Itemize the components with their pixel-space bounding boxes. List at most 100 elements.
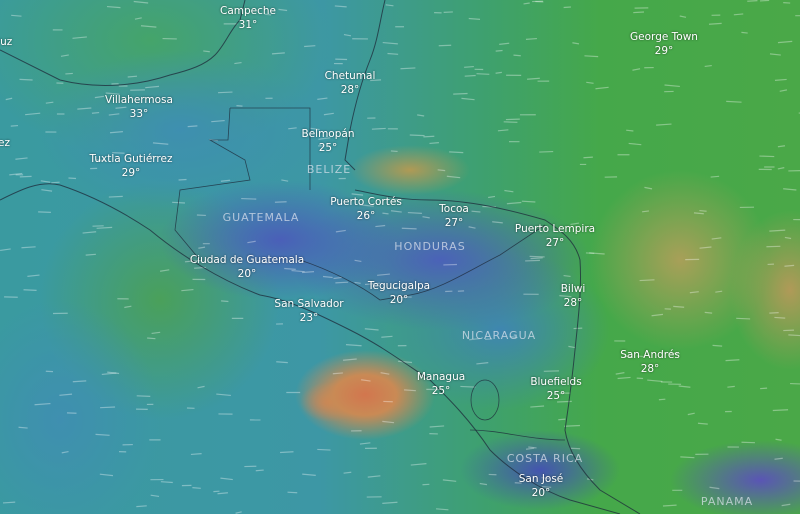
wind-particle [108,113,120,116]
wind-particle [680,456,695,459]
wind-particle [464,74,476,77]
wind-particle [91,111,100,114]
wind-particle [784,264,795,267]
wind-particle [584,55,599,58]
wind-particle [21,246,36,249]
wind-particle [715,290,723,293]
wind-particle [509,336,518,339]
city-label[interactable]: George Town 29° [630,30,698,58]
city-name: Bilwi [560,283,586,295]
wind-particle [160,481,173,484]
wind-particle [236,104,243,107]
wind-particle [495,49,503,52]
city-label[interactable]: Belmopán 25° [302,127,355,155]
city-temperature: 27° [444,217,464,229]
wind-particle [693,212,704,215]
wind-particle [525,259,540,262]
city-name: Belmopán [301,128,355,140]
wind-particle [586,81,594,84]
city-temperature: 26° [356,210,376,222]
wind-particle [564,424,581,427]
wind-particle [647,379,663,383]
wind-particle [709,486,720,490]
city-label[interactable]: San José 20° [519,472,564,500]
wind-particle [380,372,390,375]
city-temperature: 25° [546,390,566,402]
city-temperature: 29° [654,45,674,57]
wind-particle [381,335,393,338]
city-label[interactable]: Tegucigalpa 20° [368,279,430,307]
mexico-gulf-coast [0,0,246,86]
city-label[interactable]: Campeche 31° [220,4,276,32]
city-label[interactable]: San Andrés 28° [620,348,680,376]
wind-particle [274,201,287,203]
wind-particle [385,4,394,7]
wind-particle [59,393,73,396]
wind-particle [5,97,13,101]
wind-particle [759,0,770,2]
city-label[interactable]: Ciudad de Guatemala 20° [190,253,304,281]
wind-particle [626,129,634,132]
wind-particle [234,61,242,65]
wind-particle [203,50,210,53]
wind-particle [568,345,576,349]
city-label[interactable]: Puerto Cortés 26° [330,195,402,223]
wind-particle [570,222,580,226]
city-label[interactable]: Tocoa 27° [439,202,469,230]
wind-particle [471,210,481,213]
wind-particle [197,385,205,389]
wind-particle [390,150,398,153]
city-name: Puerto Lempira [514,223,596,235]
wind-particle [499,42,510,45]
city-label[interactable]: Puerto Lempira 27° [515,222,595,250]
wind-particle [343,471,352,474]
wind-particle [760,387,768,390]
wind-particle [65,72,73,75]
city-label[interactable]: San Salvador 23° [274,297,343,325]
wind-particle [10,124,19,127]
city-name: Managua [416,371,466,383]
city-name: George Town [630,31,698,43]
city-label[interactable]: Bilwi 28° [561,282,586,310]
wind-particle [108,195,123,198]
city-temperature: 28° [640,363,660,375]
wind-particle [783,188,797,191]
city-label[interactable]: Villahermosa 33° [105,93,173,121]
wind-particle [72,380,87,383]
city-label[interactable]: Tuxtla Gutiérrez 29° [90,152,173,180]
wind-particle [781,503,791,507]
city-temperature: 28° [340,84,360,96]
city-label[interactable]: Bluefields 25° [530,375,581,403]
wind-particle [150,494,160,498]
wind-particle [152,142,169,145]
wind-particle [727,385,735,388]
wind-particle [382,420,395,424]
wind-particle [479,482,488,486]
wind-particle [281,179,289,182]
wind-particle [82,231,97,234]
wind-particle [301,271,315,274]
city-temperature: 25° [431,385,451,397]
wind-particle [136,395,151,398]
wind-particle [140,25,157,28]
wind-particle [699,246,712,249]
city-name: San José [518,473,564,485]
wind-particle [134,17,142,20]
wind-particle [112,152,125,154]
wind-particle [291,269,305,273]
wind-particle [617,376,631,380]
wind-particle [636,355,644,358]
city-temperature: 20° [531,487,551,499]
wind-particle [390,210,402,213]
wind-particle [19,78,33,81]
city-label[interactable]: Chetumal 28° [325,69,376,97]
city-label[interactable]: Managua 25° [417,370,465,398]
wind-particle [392,286,400,289]
nicaragua-costarica-border [469,429,566,441]
wind-particle [220,179,231,182]
wind-particle [220,477,233,481]
wind-particle [784,236,792,240]
wind-particle [302,473,316,477]
